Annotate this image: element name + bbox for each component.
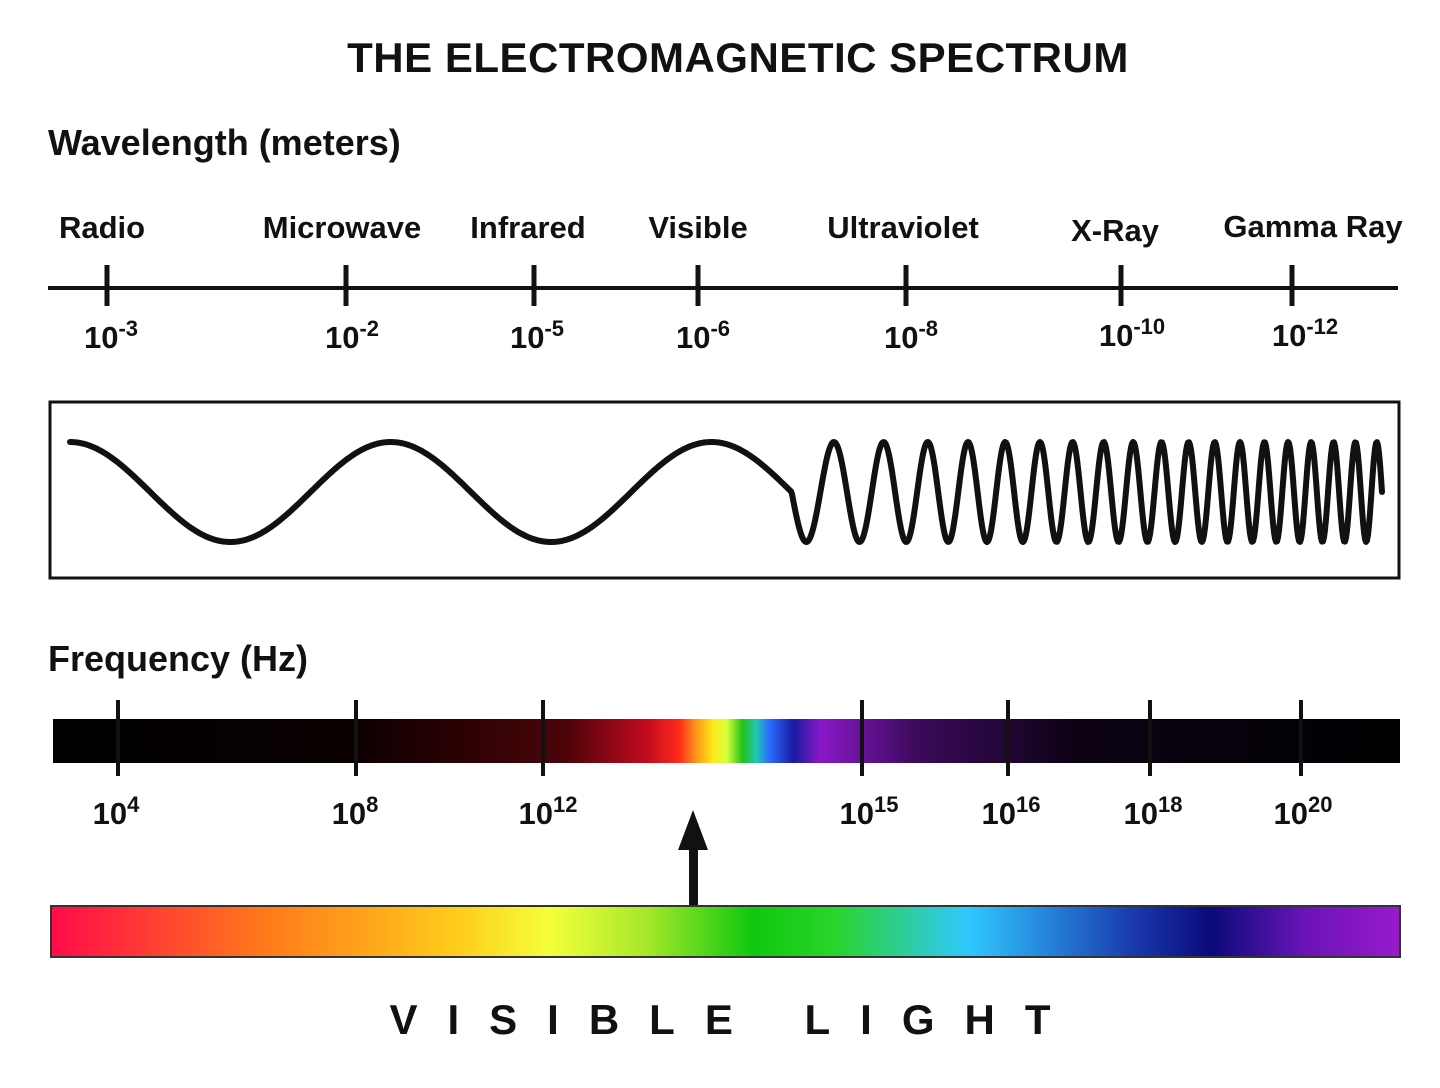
wavelength-tick-label: 10-3 (83, 316, 139, 356)
frequency-tick-label: 1016 (981, 792, 1041, 832)
visible-light-bar (50, 905, 1401, 958)
band-label-infrared: Infrared (470, 210, 586, 245)
diagram-title: THE ELECTROMAGNETIC SPECTRUM (347, 34, 1129, 81)
wavelength-tick-label: 10-2 (324, 316, 380, 356)
band-label-microwave: Microwave (262, 210, 422, 245)
frequency-tick-label: 1018 (1123, 792, 1183, 832)
frequency-bar (53, 719, 1400, 763)
band-label-gamma-ray: Gamma Ray (1223, 209, 1403, 244)
band-label-ultraviolet: Ultraviolet (827, 210, 979, 245)
wave-line (67, 439, 1385, 545)
wavelength-tick-label: 10-5 (509, 316, 565, 356)
visible-arrow (678, 810, 708, 906)
band-label-radio: Radio (58, 210, 146, 245)
arrow-head (678, 810, 708, 850)
frequency-tick-label: 108 (331, 792, 379, 832)
wavelength-tick-label: 10-12 (1271, 314, 1339, 354)
frequency-ticks (116, 700, 1303, 776)
wavelength-heading: Wavelength (meters) (48, 122, 401, 163)
wavelength-axis (48, 265, 1398, 306)
frequency-heading: Frequency (Hz) (48, 638, 309, 679)
wave-box (48, 400, 1401, 580)
wavelength-tick-label: 10-6 (675, 316, 731, 356)
frequency-tick-label: 1012 (518, 792, 578, 832)
frequency-tick-label: 104 (92, 792, 140, 832)
visible-light-label: VISIBLE LIGHT (389, 996, 1081, 1043)
arrow-shaft (689, 848, 698, 906)
wavelength-tick-label: 10-8 (883, 316, 939, 356)
band-label-xray: X-Ray (1071, 213, 1159, 248)
frequency-tick-label: 1015 (839, 792, 899, 832)
wavelength-tick-label: 10-10 (1098, 314, 1166, 354)
band-label-visible: Visible (648, 210, 748, 245)
frequency-tick-label: 1020 (1273, 792, 1333, 832)
